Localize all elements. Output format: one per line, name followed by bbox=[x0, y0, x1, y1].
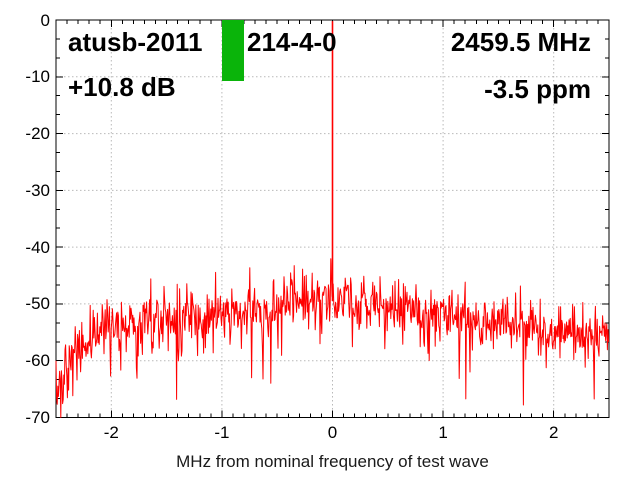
device-id-prefix: atusb-2011 bbox=[68, 27, 203, 57]
x-tick-label: -1 bbox=[214, 422, 230, 442]
x-axis-title: MHz from nominal frequency of test wave bbox=[176, 452, 489, 471]
power-level-label: +10.8 dB bbox=[68, 72, 176, 102]
y-tick-label: -10 bbox=[25, 67, 50, 87]
x-tick-label: 0 bbox=[327, 422, 338, 442]
frequency-offset-label: -3.5 ppm bbox=[484, 74, 591, 104]
power-marker-bar bbox=[221, 20, 244, 82]
x-tick-label: 2 bbox=[548, 422, 559, 442]
x-tick-label: -2 bbox=[103, 422, 119, 442]
y-tick-label: -70 bbox=[25, 408, 50, 427]
y-tick-label: -60 bbox=[25, 351, 50, 371]
y-tick-label: -20 bbox=[25, 124, 50, 144]
device-id-suffix: 214-4-0 bbox=[247, 27, 337, 57]
y-tick-label: -40 bbox=[25, 237, 50, 257]
y-tick-label: 0 bbox=[40, 10, 50, 30]
x-tick-label: 1 bbox=[438, 422, 448, 442]
y-tick-label: -30 bbox=[25, 180, 50, 200]
center-frequency-label: 2459.5 MHz bbox=[450, 27, 591, 57]
y-tick-label: -50 bbox=[25, 294, 50, 314]
